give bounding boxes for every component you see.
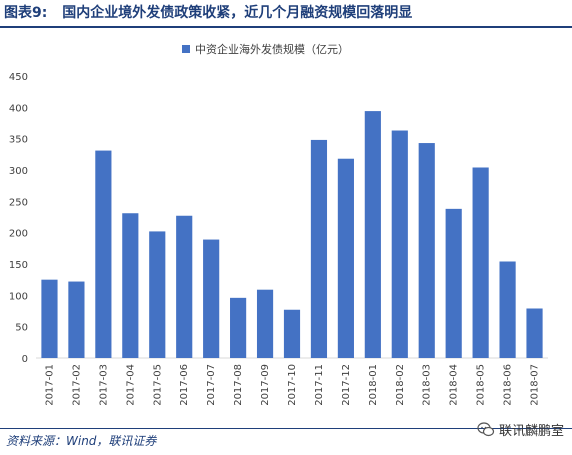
x-tick-label: 2017-12 bbox=[341, 364, 352, 406]
x-tick-label: 2018-07 bbox=[530, 364, 541, 406]
x-tick-label: 2017-06 bbox=[179, 364, 190, 406]
bar bbox=[122, 213, 139, 358]
x-tick-label: 2018-02 bbox=[395, 364, 406, 406]
source-note: 资料来源：Wind，联讯证券 bbox=[6, 434, 157, 448]
legend-swatch bbox=[182, 45, 190, 53]
x-tick-label: 2018-04 bbox=[449, 364, 460, 406]
x-tick-label: 2018-05 bbox=[476, 364, 487, 406]
title-rule bbox=[0, 26, 572, 28]
x-tick-label: 2018-01 bbox=[368, 364, 379, 406]
bar bbox=[472, 167, 489, 358]
x-tick-label: 2017-11 bbox=[314, 364, 325, 406]
bar bbox=[283, 309, 301, 358]
y-tick-label: 50 bbox=[15, 323, 28, 334]
bar bbox=[418, 143, 435, 358]
x-tick-label: 2017-01 bbox=[44, 364, 55, 406]
bar bbox=[445, 208, 462, 358]
bar bbox=[230, 297, 247, 358]
bar bbox=[337, 158, 354, 358]
figure-title: 图表9: 国内企业境外发债政策收紧，近几个月融资规模回落明显 bbox=[4, 2, 412, 24]
x-tick-label: 2017-03 bbox=[98, 364, 109, 406]
y-tick-label: 200 bbox=[9, 229, 28, 240]
legend-label: 中资企业海外发债规模（亿元） bbox=[195, 42, 349, 56]
y-tick-label: 400 bbox=[9, 103, 28, 114]
y-tick-label: 300 bbox=[9, 166, 28, 177]
bar bbox=[41, 279, 58, 358]
figure-title-text: 国内企业境外发债政策收紧，近几个月融资规模回落明显 bbox=[62, 5, 413, 21]
figure-number: 图表9: bbox=[4, 5, 48, 21]
bar bbox=[310, 139, 328, 358]
bar bbox=[68, 281, 85, 358]
bar bbox=[176, 215, 193, 358]
x-tick-label: 2017-09 bbox=[260, 364, 271, 406]
bar bbox=[364, 111, 381, 359]
bar bbox=[95, 150, 112, 358]
watermark: 联讯麟鹏室 bbox=[477, 420, 564, 439]
x-tick-label: 2018-03 bbox=[422, 364, 433, 406]
x-tick-label: 2017-02 bbox=[71, 364, 82, 406]
y-tick-label: 0 bbox=[22, 354, 28, 365]
y-tick-label: 350 bbox=[9, 135, 28, 146]
x-tick-label: 2017-08 bbox=[233, 364, 244, 406]
chat-bubble-icon bbox=[477, 421, 495, 436]
y-tick-label: 100 bbox=[9, 291, 28, 302]
bar bbox=[256, 289, 274, 358]
y-tick-label: 250 bbox=[9, 197, 28, 208]
x-tick-label: 2017-04 bbox=[125, 364, 136, 406]
bar bbox=[526, 308, 543, 358]
bar bbox=[203, 239, 220, 358]
y-tick-label: 450 bbox=[9, 72, 28, 83]
bar bbox=[149, 231, 166, 358]
x-tick-label: 2017-05 bbox=[152, 364, 163, 406]
bar-chart: 中资企业海外发债规模（亿元） 0 50 100 150 200 250 300 350 400 45… bbox=[9, 42, 548, 406]
x-tick-label: 2017-10 bbox=[287, 364, 298, 406]
y-tick-label: 150 bbox=[9, 260, 28, 271]
bar bbox=[391, 130, 408, 358]
footer-rule bbox=[0, 428, 572, 429]
bar bbox=[499, 261, 516, 358]
watermark-text: 联讯麟鹏室 bbox=[498, 424, 564, 439]
x-tick-label: 2017-07 bbox=[206, 364, 217, 406]
x-tick-label: 2018-06 bbox=[503, 364, 514, 406]
